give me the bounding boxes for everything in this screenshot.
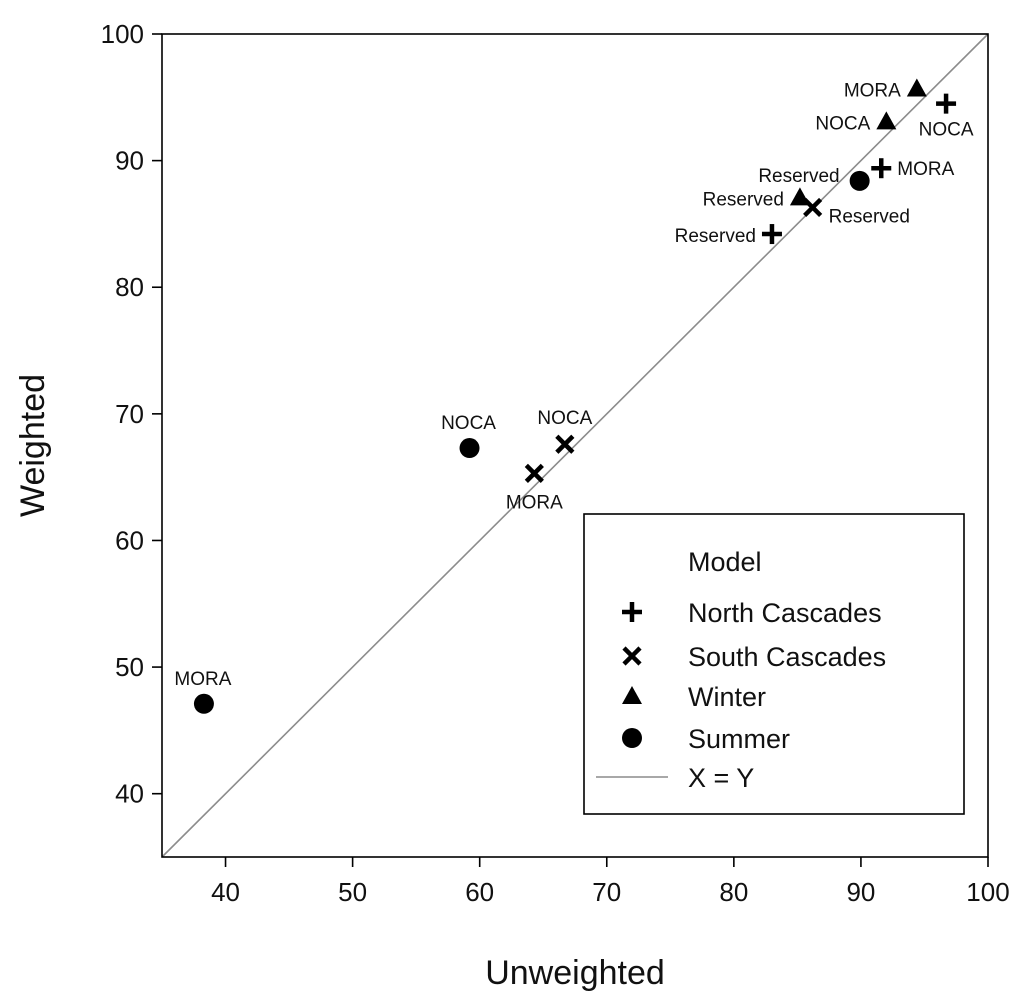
- point-label-summer-reserved: Reserved: [758, 166, 839, 187]
- point-label-winter-noca: NOCA: [815, 113, 870, 134]
- point-label-winter-reserved: Reserved: [703, 189, 784, 210]
- marker-north-cascades-noca: [936, 93, 957, 114]
- y-tick-label: 90: [115, 146, 144, 176]
- legend-label: North Cascades: [688, 598, 882, 628]
- marker-north-cascades-mora: [871, 158, 892, 179]
- point-label-north-cascades-noca: NOCA: [919, 120, 974, 141]
- reference-line-x-equals-y: [161, 33, 989, 858]
- legend-marker-summer: [622, 728, 642, 748]
- legend-marker-south-cascades: [622, 646, 642, 666]
- marker-south-cascades-noca: [555, 434, 575, 454]
- marker-south-cascades-mora: [524, 463, 544, 483]
- point-labels: NOCAMORAReservedReservedNOCAMORAMORANOCA…: [174, 80, 973, 689]
- marker-winter-noca: [876, 111, 897, 130]
- x-tick-label: 80: [719, 877, 748, 907]
- reference-layer: [161, 33, 989, 858]
- marker-summer-mora: [193, 693, 214, 714]
- legend-box: [583, 513, 965, 815]
- marker-winter-reserved: [789, 187, 810, 206]
- point-label-north-cascades-reserved: Reserved: [675, 226, 756, 247]
- legend: Model North Cascades South Cascades Winter S…: [583, 513, 965, 815]
- x-axis-title: Unweighted: [485, 954, 665, 992]
- point-label-south-cascades-mora: MORA: [506, 492, 563, 513]
- y-tick-label: 100: [101, 19, 144, 49]
- legend-title: Model: [688, 547, 762, 577]
- y-tick-label: 50: [115, 652, 144, 682]
- x-tick-label: 90: [846, 877, 875, 907]
- plot-frame: [161, 33, 989, 858]
- legend-marker-north-cascades: [622, 602, 642, 622]
- point-label-south-cascades-reserved: Reserved: [829, 206, 910, 227]
- y-tick-label: 70: [115, 399, 144, 429]
- y-tick-label: 40: [115, 779, 144, 809]
- x-tick-label: 70: [592, 877, 621, 907]
- marker-winter-mora: [906, 78, 927, 97]
- point-label-summer-mora: MORA: [174, 669, 231, 690]
- x-tick-label: 50: [338, 877, 367, 907]
- point-label-summer-noca: NOCA: [441, 413, 496, 434]
- marker-summer-noca: [459, 438, 480, 459]
- point-label-north-cascades-mora: MORA: [897, 159, 954, 180]
- axes: 40 50 60 70 80 90 100 40 50 60 70 80 90 100: [101, 19, 1010, 907]
- legend-label: X = Y: [688, 763, 754, 793]
- legend-label: Summer: [688, 724, 790, 754]
- point-label-winter-mora: MORA: [844, 80, 901, 101]
- marker-north-cascades-reserved: [761, 224, 782, 245]
- x-tick-label: 40: [211, 877, 240, 907]
- legend-label: South Cascades: [688, 642, 886, 672]
- legend-marker-winter: [622, 686, 642, 704]
- legend-label: Winter: [688, 682, 766, 712]
- y-axis-title: Weighted: [14, 374, 52, 517]
- x-tick-label: 100: [966, 877, 1009, 907]
- point-label-south-cascades-noca: NOCA: [537, 408, 592, 429]
- x-tick-label: 60: [465, 877, 494, 907]
- data-marks: [193, 78, 957, 714]
- marker-summer-reserved: [849, 170, 870, 191]
- y-tick-label: 60: [115, 525, 144, 555]
- y-tick-label: 80: [115, 272, 144, 302]
